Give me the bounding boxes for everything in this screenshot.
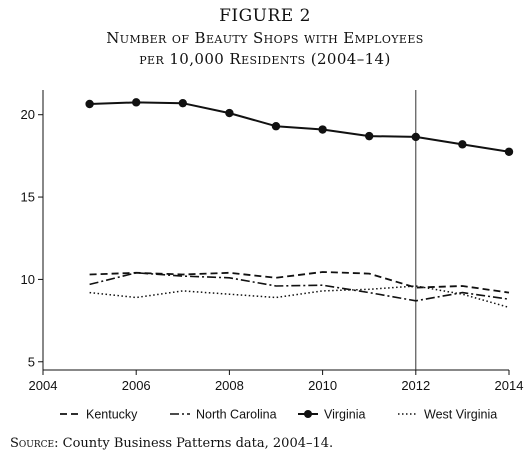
chart-legend: Kentucky North Carolina Virginia West Virgi… [60, 408, 497, 422]
figure-label: FIGURE 2 [219, 6, 311, 26]
chart-title-line-2: per 10,000 Residents (2004–14) [139, 50, 391, 68]
series-line-kentucky [89, 271, 510, 294]
data-point-virginia [271, 122, 281, 131]
y-tick-label: 10 [21, 272, 35, 287]
source-note: Source: County Business Patterns data, 2… [10, 436, 333, 451]
data-point-virginia [411, 132, 420, 142]
series-line-west-virginia [89, 285, 510, 309]
data-point-virginia [365, 131, 374, 141]
x-tick-label: 2014 [495, 378, 524, 393]
x-tick-label: 2006 [122, 378, 151, 393]
chart-axes: 5 10 15 20 2004 2006 2008 2010 2012 2014 [21, 90, 524, 393]
x-tick-label: 2004 [29, 378, 58, 393]
y-tick-label: 20 [21, 107, 35, 122]
legend-label-west-virginia: West Virginia [424, 408, 497, 422]
series-line-virginia [89, 101, 510, 153]
data-point-virginia [318, 125, 327, 134]
y-tick-label: 5 [28, 354, 35, 369]
series-lines [85, 98, 514, 309]
series-line-north-carolina [89, 271, 510, 302]
y-tick-label: 15 [21, 190, 35, 205]
source-label: Source: [10, 436, 59, 451]
data-point-virginia [458, 140, 467, 149]
data-point-virginia [85, 99, 94, 109]
data-point-virginia [132, 98, 141, 107]
data-point-virginia [225, 108, 234, 118]
legend-label-virginia: Virginia [324, 408, 366, 422]
data-point-virginia [504, 147, 514, 156]
chart-title-line-1: Number of Beauty Shops with Employees [106, 29, 424, 47]
x-tick-label: 2008 [215, 378, 244, 393]
source-text: County Business Patterns data, 2004–14. [62, 436, 334, 451]
data-point-virginia [178, 98, 187, 108]
x-tick-label: 2010 [308, 378, 337, 393]
legend-marker-virginia [304, 410, 312, 418]
legend-label-kentucky: Kentucky [86, 408, 138, 422]
x-tick-label: 2012 [401, 378, 430, 393]
legend-label-north-carolina: North Carolina [196, 408, 277, 422]
